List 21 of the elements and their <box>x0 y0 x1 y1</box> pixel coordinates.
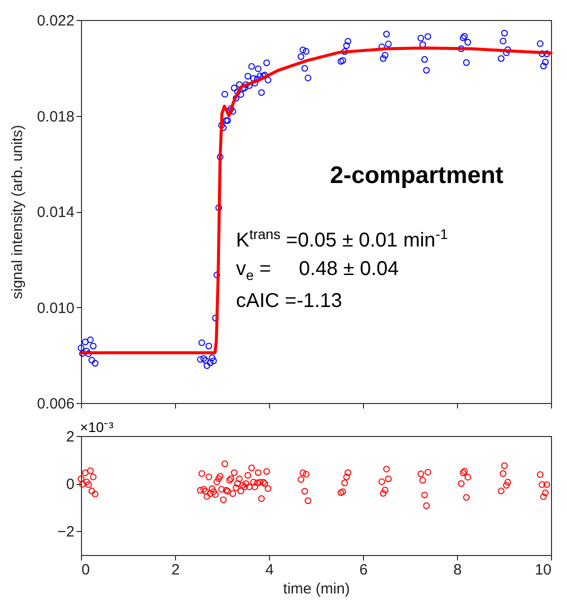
text: ×10⁻³ <box>80 418 114 436</box>
x-tick-label: 0 <box>82 562 90 578</box>
x-axis-title: time (min) <box>283 580 350 598</box>
y-tick-label: 0.018 <box>36 108 74 126</box>
y-tick-label: 0.022 <box>36 12 74 30</box>
annotation: cAIC =-1.13 <box>236 290 342 313</box>
x-tick-label: 6 <box>359 562 368 578</box>
annotation: 2-compartment <box>330 162 504 190</box>
x-tick-label: 10 <box>534 562 552 578</box>
y-axis-title: signal intensity (arb. units) <box>8 124 26 300</box>
annotation: K$^{trans}$ =0.05 ± 0.01 min$^{-1}$ <box>236 226 448 253</box>
y-tick-label: 2 <box>66 428 74 446</box>
x-tick-label: 2 <box>171 562 180 578</box>
y-tick-label: −2 <box>57 524 74 541</box>
y-tick-label: 0.014 <box>36 204 74 221</box>
y-tick-label: 0 <box>66 476 74 494</box>
annotation: v$_{e}$ = 0.48 ± 0.04 <box>236 258 399 283</box>
x-tick-label: 4 <box>265 562 274 578</box>
x-tick-label: 8 <box>453 562 462 578</box>
y-tick-label: 0.010 <box>36 300 74 317</box>
y-tick-label: 0.006 <box>36 396 74 412</box>
